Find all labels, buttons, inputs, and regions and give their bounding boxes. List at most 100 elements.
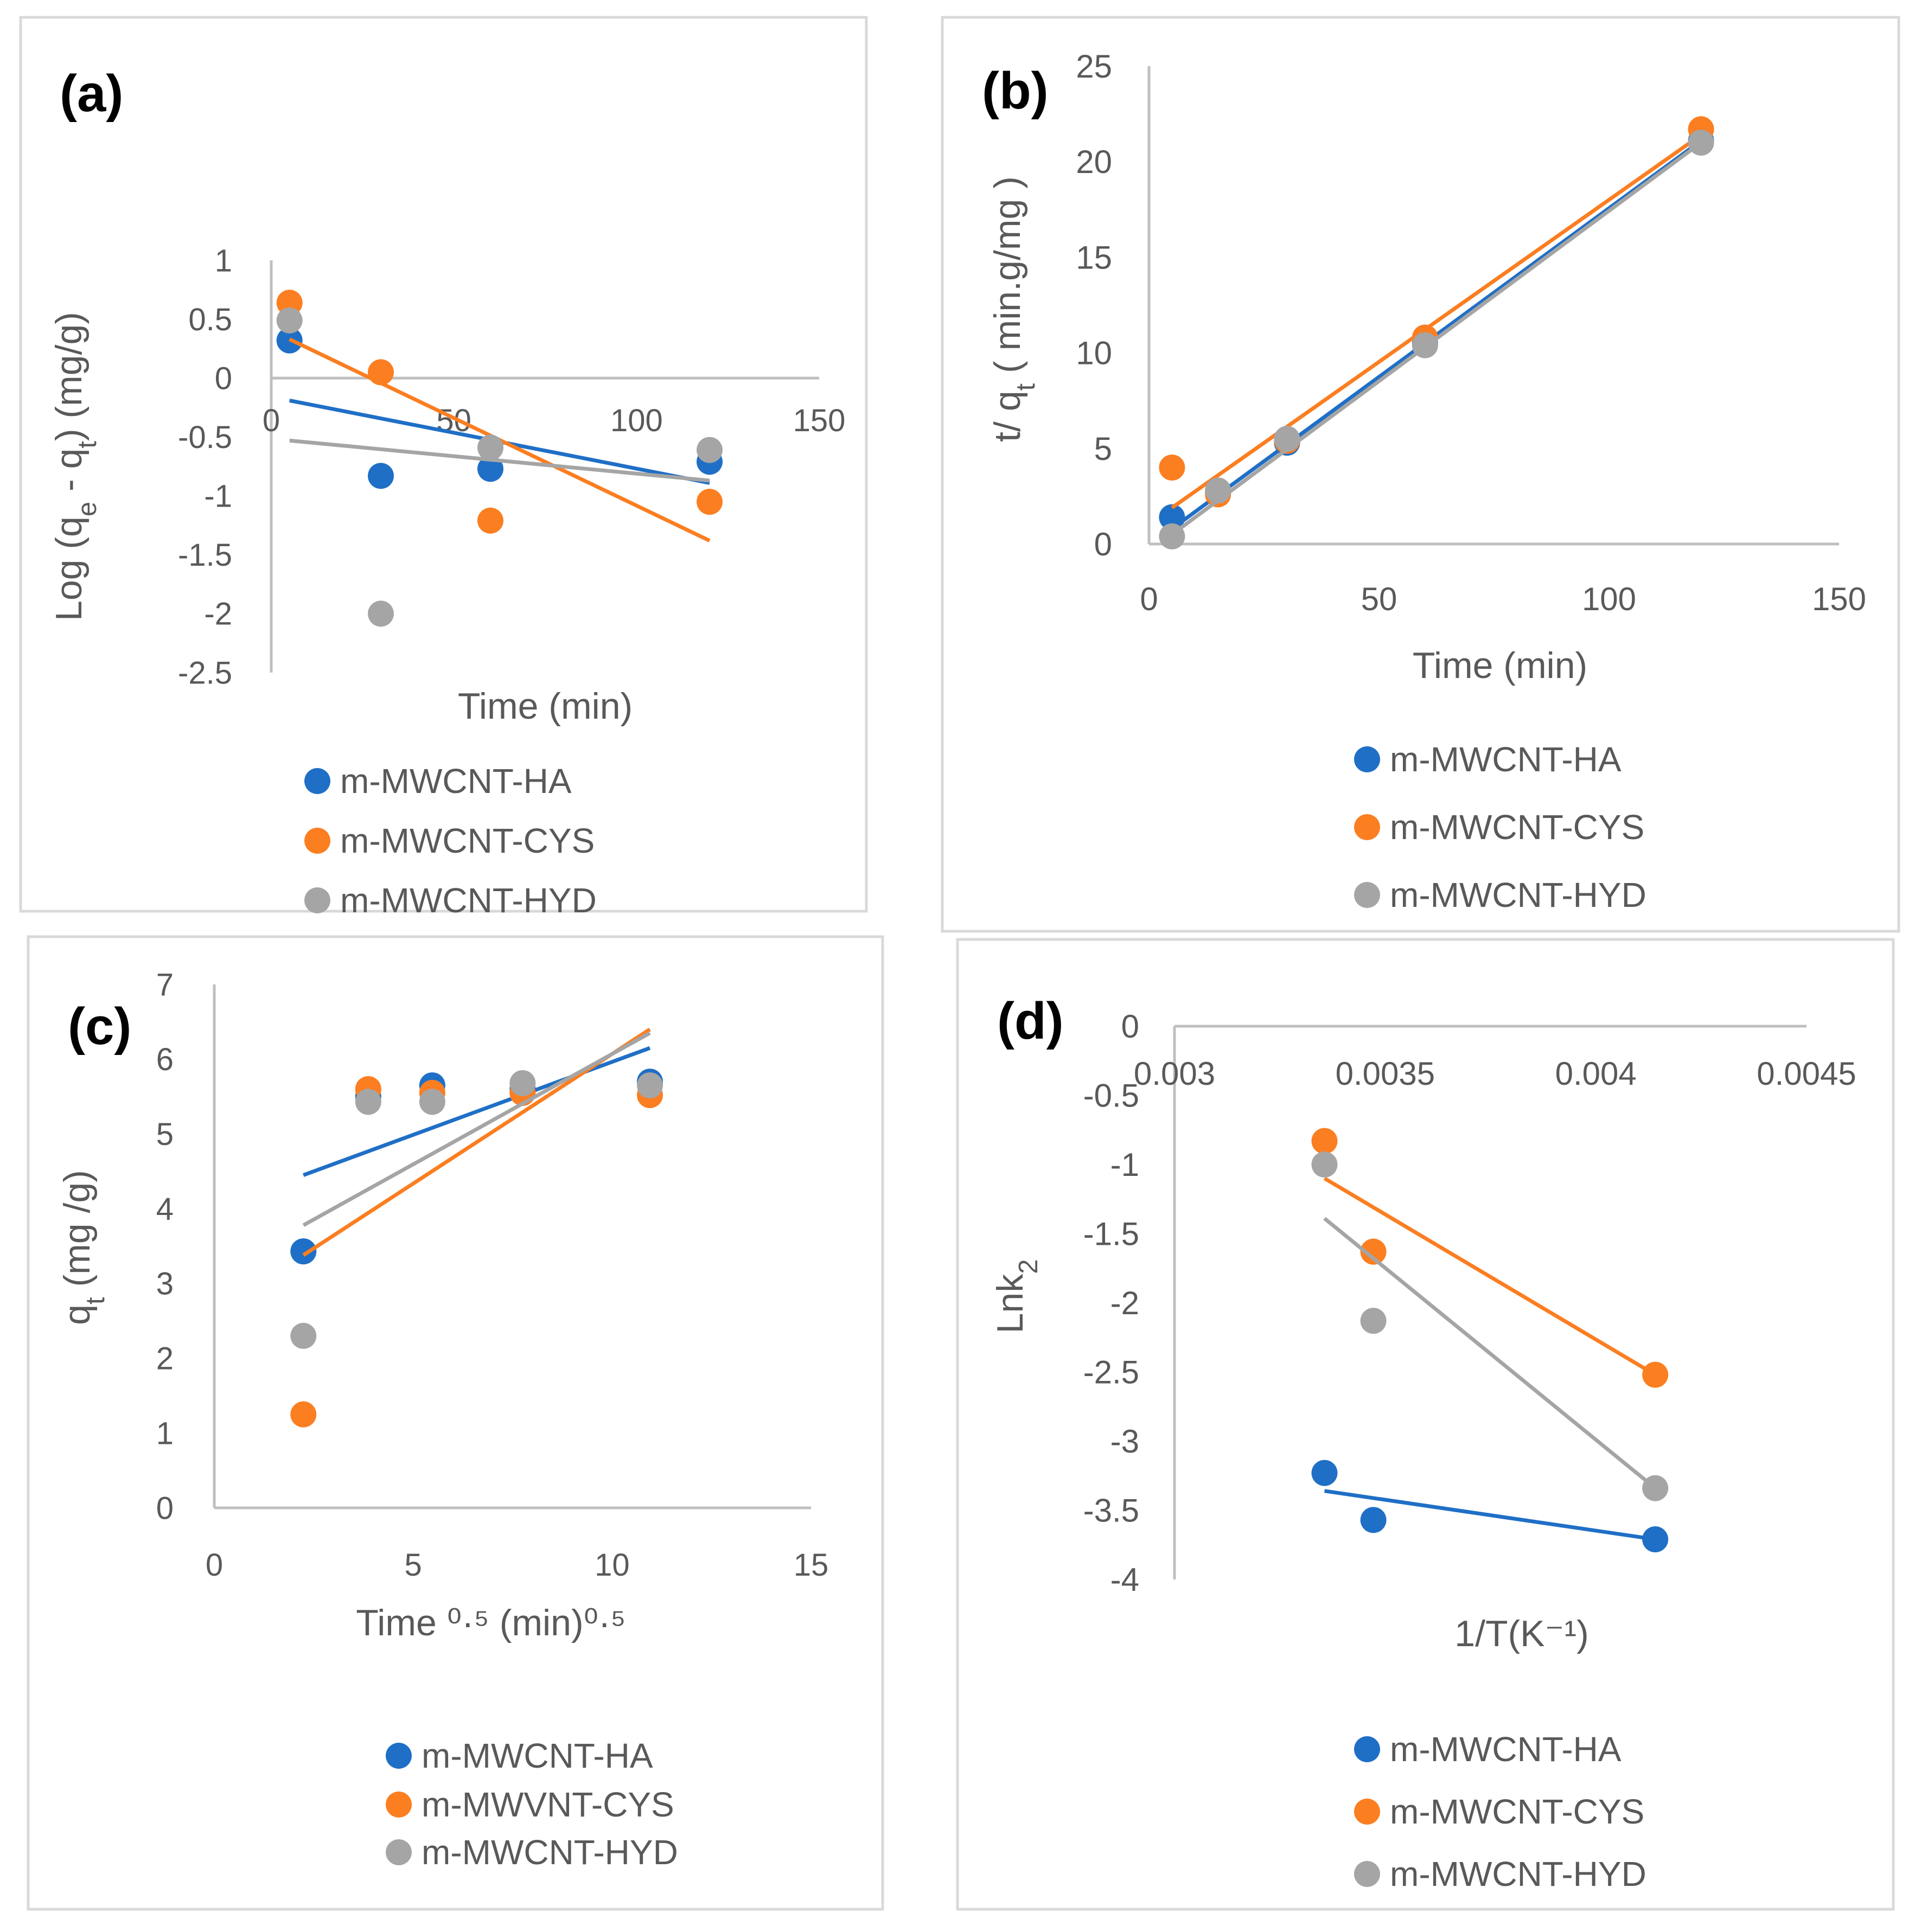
data-point bbox=[1311, 1151, 1338, 1178]
y-tick-label: -3 bbox=[1110, 1423, 1139, 1460]
y-label-subscript: 2 bbox=[1014, 1259, 1043, 1274]
series-m-MWCNT-HYD bbox=[1159, 129, 1714, 549]
x-tick-label: 0.0035 bbox=[1336, 1055, 1435, 1092]
trend-line bbox=[1171, 133, 1702, 509]
x-axis-label: Time (min) bbox=[1413, 645, 1587, 686]
y-tick-label: 5 bbox=[1094, 431, 1112, 467]
data-point bbox=[1642, 1475, 1669, 1501]
y-label-subscript: t bbox=[73, 441, 102, 449]
data-point bbox=[368, 463, 394, 489]
data-point bbox=[290, 1238, 317, 1265]
series-m-MWCNT-HYD bbox=[290, 1031, 663, 1349]
data-point bbox=[1159, 523, 1185, 549]
y-axis-label: Log (qe - qt) (mg/g) bbox=[48, 312, 102, 621]
y-label-text: (mg /g) bbox=[56, 1170, 98, 1297]
y-label-text: Log (q bbox=[48, 516, 90, 621]
legend-label: m-MWCNT-HYD bbox=[1390, 875, 1646, 914]
legend-marker bbox=[1354, 814, 1380, 840]
y-tick-label: -2 bbox=[1110, 1285, 1139, 1321]
y-axis-label: qt (mg /g) bbox=[56, 1170, 110, 1325]
data-point bbox=[1311, 1460, 1338, 1486]
data-point bbox=[1205, 477, 1231, 504]
panel-title: (a) bbox=[60, 65, 123, 123]
legend-label: m-MWCNT-HA bbox=[422, 1736, 653, 1775]
data-point bbox=[1311, 1128, 1338, 1154]
y-label-text: - q bbox=[48, 449, 90, 502]
y-tick-label: -2 bbox=[204, 597, 232, 632]
y-tick-label: -2.5 bbox=[1083, 1354, 1139, 1391]
y-tick-label: 0 bbox=[1094, 526, 1112, 562]
panel-title: (c) bbox=[68, 997, 131, 1055]
y-label-subscript: e bbox=[73, 502, 102, 516]
x-tick-label: 100 bbox=[1582, 581, 1636, 617]
legend-marker bbox=[1354, 1861, 1380, 1887]
data-point bbox=[1642, 1526, 1669, 1553]
y-tick-label: 0 bbox=[215, 361, 232, 396]
panel-title: (b) bbox=[982, 62, 1049, 120]
y-label-text: ) (mg/g) bbox=[48, 312, 90, 441]
legend-label: m-MWCNT-HYD bbox=[340, 881, 597, 920]
legend-label: m-MWCNT-HYD bbox=[1390, 1854, 1646, 1893]
panel-frame bbox=[27, 935, 884, 1911]
legend-marker bbox=[386, 1839, 412, 1865]
data-point bbox=[1688, 129, 1714, 156]
trend-line bbox=[302, 1031, 651, 1227]
x-axis-label: 1/T(K⁻¹) bbox=[1454, 1613, 1588, 1654]
y-tick-label: 0 bbox=[156, 1490, 174, 1526]
y-tick-label: 6 bbox=[156, 1042, 174, 1077]
legend-marker bbox=[1354, 1799, 1380, 1825]
y-tick-label: 0.5 bbox=[188, 302, 232, 337]
legend-label: m-MWCNT-HA bbox=[1390, 1730, 1622, 1769]
data-point bbox=[477, 456, 503, 482]
data-point bbox=[1274, 426, 1300, 452]
y-label-text: Lnk bbox=[990, 1274, 1031, 1334]
data-point bbox=[1159, 504, 1185, 530]
data-point bbox=[1360, 1238, 1387, 1265]
data-point bbox=[290, 1322, 317, 1349]
series-m-MWCNT-CYS bbox=[1311, 1128, 1669, 1388]
y-tick-label: -1.5 bbox=[178, 538, 232, 573]
legend-marker bbox=[386, 1743, 412, 1769]
data-point bbox=[290, 1401, 317, 1428]
y-tick-label: 2 bbox=[156, 1341, 174, 1377]
data-point bbox=[355, 1089, 381, 1115]
panel-frame bbox=[941, 16, 1900, 933]
y-label-subscript: t bbox=[1011, 383, 1041, 391]
y-tick-label: 10 bbox=[1076, 335, 1112, 372]
legend-label: m-MWCNT-CYS bbox=[340, 821, 595, 860]
data-point bbox=[697, 437, 723, 463]
x-tick-label: 10 bbox=[595, 1547, 630, 1583]
trend-line bbox=[1323, 1217, 1657, 1490]
x-tick-label: 100 bbox=[610, 403, 663, 438]
data-point bbox=[477, 434, 503, 461]
legend-marker bbox=[1354, 1736, 1380, 1762]
legend-marker bbox=[304, 828, 330, 854]
x-tick-label: 0.003 bbox=[1134, 1055, 1215, 1092]
series-m-MWCNT-HYD bbox=[1311, 1151, 1669, 1501]
y-tick-label: 1 bbox=[215, 243, 232, 278]
data-point bbox=[1159, 455, 1185, 481]
y-tick-label: 3 bbox=[156, 1266, 174, 1302]
y-tick-label: 5 bbox=[156, 1117, 174, 1152]
legend-label: m-MWVNT-CYS bbox=[422, 1785, 674, 1824]
data-point bbox=[419, 1089, 445, 1115]
y-tick-label: 15 bbox=[1076, 239, 1112, 276]
series-m-MWCNT-CYS bbox=[276, 290, 723, 542]
x-tick-label: 150 bbox=[1812, 581, 1866, 617]
data-point bbox=[368, 600, 394, 627]
y-tick-label: 1 bbox=[156, 1416, 174, 1451]
y-tick-label: 7 bbox=[156, 967, 174, 1002]
x-tick-label: 0 bbox=[263, 403, 280, 438]
y-tick-label: -1 bbox=[204, 479, 232, 514]
x-tick-label: 50 bbox=[1361, 581, 1397, 617]
data-point bbox=[509, 1070, 536, 1096]
trend-line bbox=[1171, 141, 1702, 536]
y-tick-label: -3.5 bbox=[1083, 1493, 1139, 1529]
x-tick-label: 0 bbox=[1140, 581, 1158, 617]
y-tick-label: -1 bbox=[1110, 1147, 1139, 1183]
y-axis-label: Lnk2 bbox=[990, 1259, 1043, 1334]
chart-panel-3: (c) 0 5 10 15 0 1 2 3 4 5 6 7 Time ⁰·⁵ (min)⁰·⁵ qt (mg… bbox=[27, 935, 884, 1911]
legend-marker bbox=[1354, 746, 1380, 772]
x-axis-label: Time ⁰·⁵ (min)⁰·⁵ bbox=[356, 1602, 625, 1643]
y-label-subscript: t bbox=[81, 1297, 110, 1304]
